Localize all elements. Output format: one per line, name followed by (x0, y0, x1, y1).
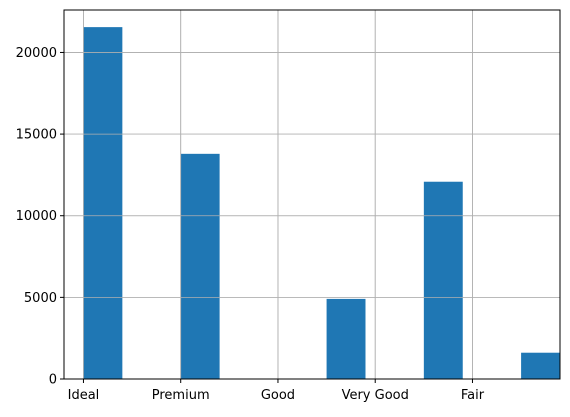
x-tick-label: Good (261, 388, 295, 403)
y-axis-ticks: 0 5000 10000 15000 20000 (16, 46, 64, 388)
grid-lines (64, 10, 560, 380)
x-tick-label: Very Good (342, 388, 409, 403)
bar-ideal (83, 27, 123, 380)
y-tick-label: 5000 (24, 291, 57, 306)
bar-premium (180, 153, 220, 379)
x-tick-label: Ideal (68, 388, 100, 403)
y-tick-label: 0 (49, 373, 57, 388)
y-tick-label: 15000 (16, 128, 57, 143)
bar-good (326, 298, 366, 379)
plot-frame (63, 9, 561, 380)
x-tick-label: Fair (461, 388, 485, 403)
bar-fair (521, 352, 560, 379)
y-tick-label: 10000 (16, 209, 57, 224)
x-axis-ticks: Ideal Premium Good Very Good Fair (68, 379, 485, 403)
x-tick-label: Premium (152, 388, 210, 403)
bar-very-good (423, 181, 463, 379)
bars (64, 10, 560, 380)
y-tick-label: 20000 (16, 46, 57, 61)
